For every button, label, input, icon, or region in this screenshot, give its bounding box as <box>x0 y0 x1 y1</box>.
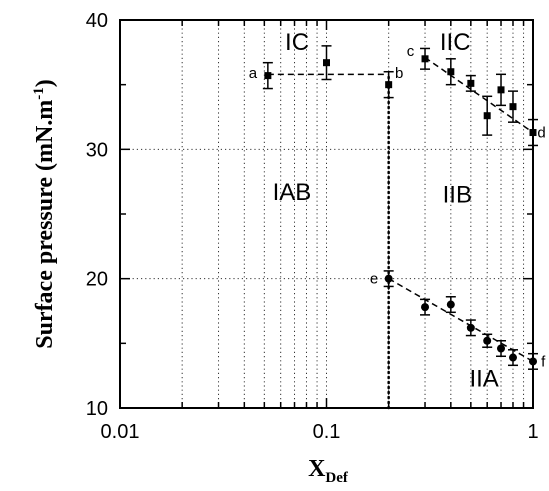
x-tick-label: 0.01 <box>101 421 140 443</box>
x-tick-label: 0.1 <box>313 421 341 443</box>
annotations: a bc d e f IC IIC IAB IIB IIA <box>249 29 546 392</box>
point-label: e <box>370 271 378 288</box>
point-label: f <box>541 353 546 370</box>
data-point-square <box>467 79 475 87</box>
data-point-circle <box>421 303 430 312</box>
region-label: IC <box>285 29 309 56</box>
data-layer <box>262 45 538 370</box>
axis-ticks: 10 20 30 40 0.01 0.1 1 <box>86 10 539 443</box>
data-point-square <box>264 72 272 80</box>
data-point-circle <box>483 336 492 345</box>
y-axis-title-superscript: -1 <box>31 87 47 100</box>
region-label: IIB <box>443 182 472 209</box>
data-point-circle <box>497 344 506 353</box>
x-axis-title: XDef <box>308 456 349 486</box>
data-point-square <box>483 112 491 120</box>
y-tick-label: 20 <box>86 269 108 291</box>
guide-lines <box>267 56 534 410</box>
data-point-square <box>385 81 393 89</box>
y-axis-title-close: ) <box>32 79 58 87</box>
data-point-circle <box>384 274 393 283</box>
data-point-square <box>497 86 505 94</box>
region-label: IAB <box>273 179 312 206</box>
data-point-circle <box>466 323 475 332</box>
data-point-circle <box>446 300 455 309</box>
point-label: b <box>395 65 403 82</box>
point-label: c <box>407 43 415 60</box>
data-point-circle <box>508 353 517 362</box>
y-axis-title: Surface pressure (mN.m-1) <box>31 79 58 349</box>
x-axis-title-subscript: Def <box>325 470 348 486</box>
region-label: IIA <box>469 365 498 392</box>
y-tick-label: 30 <box>86 139 108 161</box>
x-tick-label: 1 <box>527 421 538 443</box>
data-point-square <box>509 103 517 111</box>
point-label: a <box>249 65 258 82</box>
data-point-square <box>421 55 429 63</box>
dashed-trend-line <box>388 278 534 363</box>
data-point-square <box>447 68 455 76</box>
y-tick-label: 40 <box>86 10 108 32</box>
dashed-trend-line <box>424 56 534 134</box>
data-point-square <box>323 59 330 67</box>
region-label: IIC <box>440 29 471 56</box>
y-tick-label: 10 <box>86 398 108 420</box>
point-label: d <box>537 125 545 142</box>
